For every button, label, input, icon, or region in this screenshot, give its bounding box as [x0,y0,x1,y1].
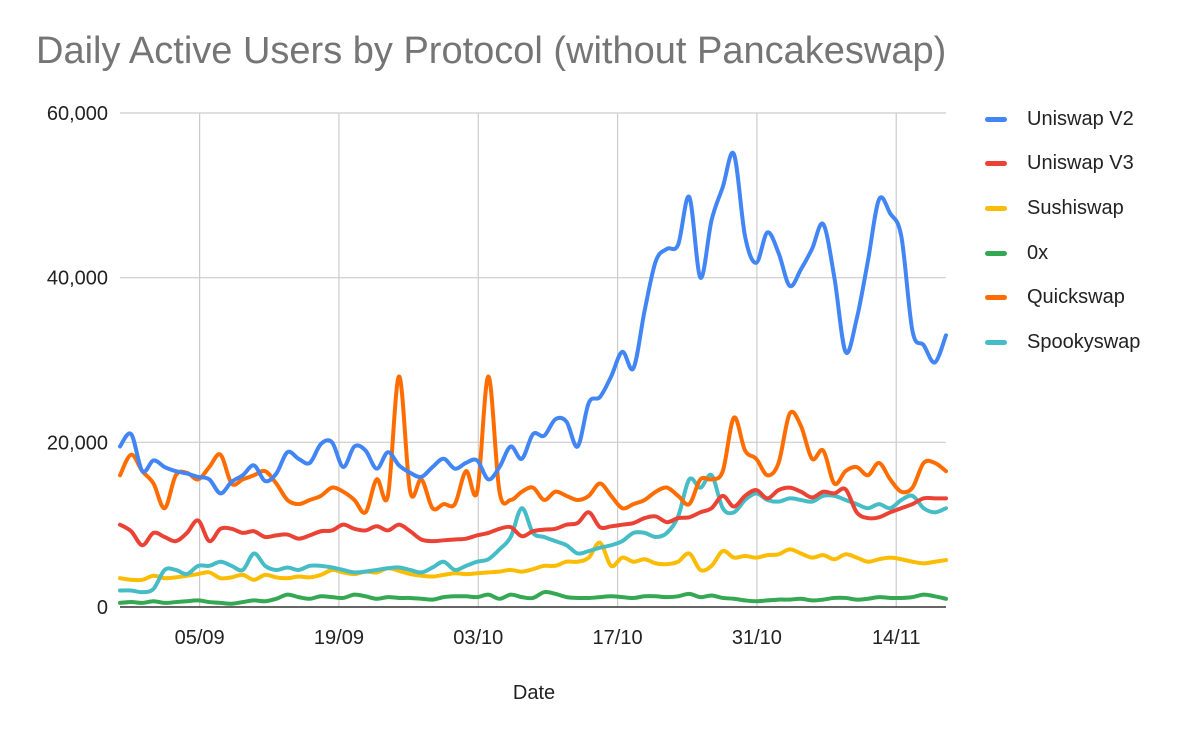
x-tick-label: 17/10 [593,627,643,649]
series-line-uniswap-v2 [118,150,948,496]
legend-label: Sushiswap [1027,196,1124,219]
series-line-uniswap-v3 [118,485,948,548]
x-axis-title: Date [513,682,555,704]
y-tick-label: 0 [97,597,108,619]
legend-label: Uniswap V3 [1027,152,1134,175]
series-lines [118,150,948,606]
y-tick-label: 40,000 [47,268,108,290]
legend-item-quickswap: Quickswap [985,275,1140,320]
legend-label: 0x [1027,241,1049,264]
y-tick-label: 20,000 [47,432,108,454]
legend-item-sushiswap: Sushiswap [985,186,1140,231]
x-tick-label: 19/09 [314,627,364,649]
legend-swatch [985,250,1007,256]
legend-label: Spookyswap [1027,330,1141,353]
legend-item-uniswap-v3: Uniswap V3 [985,142,1140,187]
series-line-sushiswap [118,540,948,583]
tick-labels: 0 20,000 40,000 60,000 05/09 19/09 03/10 17/10 3… [47,103,921,649]
chart-title: Daily Active Users by Protocol (without … [36,30,947,72]
legend: Uniswap V2 Uniswap V3 Sushiswap 0x Quickswap… [985,97,1140,365]
legend-swatch [985,339,1007,345]
x-tick-label: 31/10 [732,627,782,649]
legend-swatch [985,161,1007,167]
series-line-0x [118,590,948,606]
legend-item-uniswap-v2: Uniswap V2 [985,97,1140,142]
legend-label: Uniswap V2 [1027,107,1134,130]
x-tick-label: 03/10 [453,627,503,649]
legend-swatch [985,116,1007,122]
x-tick-label: 05/09 [175,627,225,649]
x-tick-label: 14/11 [872,627,921,649]
legend-swatch [985,205,1007,211]
legend-swatch [985,295,1007,301]
legend-item-0x: 0x [985,231,1140,276]
y-tick-label: 60,000 [47,103,108,125]
legend-label: Quickswap [1027,286,1125,309]
legend-item-spookyswap: Spookyswap [985,320,1140,365]
